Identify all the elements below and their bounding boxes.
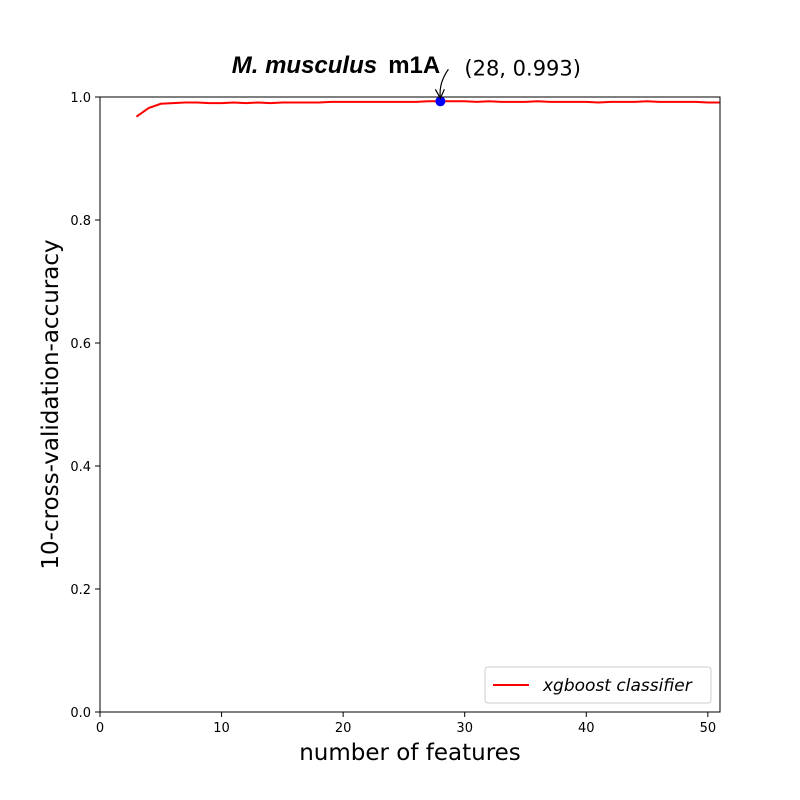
x-tick-label: 20 (335, 721, 352, 736)
x-tick-label: 10 (213, 721, 230, 736)
legend-box (484, 666, 712, 704)
chart-title-modification: m1A (388, 52, 440, 79)
series-line-xgboost (135, 100, 720, 118)
ticks-group: 0 10 20 30 40 50 0.0 0.2 0.4 0.6 0.8 1.0 (70, 91, 716, 736)
legend-label-xgboost: xgboost classifier (542, 676, 693, 696)
chart-title-species: M. musculus (232, 52, 377, 79)
y-tick-label: 0.2 (70, 583, 91, 598)
y-tick-label: 0.8 (70, 214, 91, 229)
series-group (135, 100, 720, 118)
x-axis-title: number of features (299, 740, 521, 766)
annotation-group: (28, 0.993) (434, 56, 581, 107)
legend: xgboost classifier (484, 666, 712, 704)
y-tick-label: 0.4 (70, 460, 91, 475)
best-point-label: (28, 0.993) (464, 56, 581, 80)
y-tick-label: 0.0 (70, 706, 91, 721)
chart-title: M. musculus m1A (232, 52, 440, 79)
plot-area (100, 97, 720, 712)
annotation-arrow (439, 68, 449, 99)
y-axis-title: 10-cross-validation-accuracy (38, 239, 64, 569)
x-tick-label: 30 (456, 721, 473, 736)
x-tick-label: 0 (96, 721, 104, 736)
y-tick-label: 1.0 (70, 91, 91, 106)
annotation-arrowhead (434, 89, 445, 100)
x-tick-label: 40 (578, 721, 595, 736)
y-tick-label: 0.6 (70, 337, 91, 352)
axes-frame (99, 96, 721, 713)
x-tick-label: 50 (700, 721, 717, 736)
best-point-marker (435, 96, 446, 107)
